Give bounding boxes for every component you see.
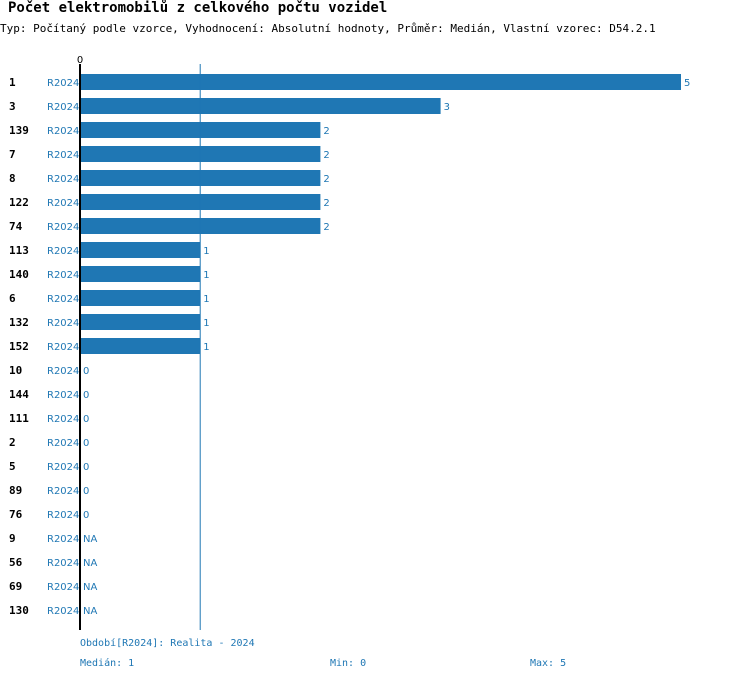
value-label: 5 — [684, 78, 690, 89]
series-label: R2024 — [47, 270, 79, 281]
value-label: NA — [83, 534, 97, 545]
category-label: 56 — [9, 556, 23, 569]
category-label: 132 — [9, 316, 29, 329]
value-label: 0 — [83, 510, 89, 521]
series-label: R2024 — [47, 198, 79, 209]
value-label: 0 — [83, 414, 89, 425]
bar — [80, 314, 201, 330]
bar — [80, 290, 201, 306]
category-label: 8 — [9, 172, 16, 185]
value-label: 1 — [203, 318, 209, 329]
bar — [80, 98, 441, 114]
footer-min: Min: 0 — [330, 658, 367, 669]
category-label: 76 — [9, 508, 23, 521]
category-label: 69 — [9, 580, 22, 593]
value-label: 2 — [323, 174, 329, 185]
value-label: 1 — [203, 246, 209, 257]
series-label: R2024 — [47, 390, 79, 401]
bar — [80, 74, 681, 90]
category-label: 5 — [9, 460, 16, 473]
series-label: R2024 — [47, 318, 79, 329]
series-label: R2024 — [47, 534, 79, 545]
series-label: R2024 — [47, 78, 79, 89]
series-label: R2024 — [47, 102, 79, 113]
category-label: 89 — [9, 484, 22, 497]
value-label: 2 — [323, 198, 329, 209]
series-label: R2024 — [47, 366, 79, 377]
value-label: 1 — [203, 270, 209, 281]
series-label: R2024 — [47, 438, 79, 449]
category-label: 113 — [9, 244, 29, 257]
category-label: 7 — [9, 148, 16, 161]
value-label: 0 — [83, 486, 89, 497]
category-label: 3 — [9, 100, 16, 113]
series-label: R2024 — [47, 174, 79, 185]
series-label: R2024 — [47, 294, 79, 305]
value-label: 2 — [323, 150, 329, 161]
value-label: 0 — [83, 390, 89, 401]
category-label: 152 — [9, 340, 29, 353]
category-label: 130 — [9, 604, 29, 617]
value-label: 0 — [83, 366, 89, 377]
value-label: 2 — [323, 222, 329, 233]
category-label: 2 — [9, 436, 16, 449]
value-label: NA — [83, 558, 97, 569]
category-label: 140 — [9, 268, 29, 281]
chart-subtitle: Typ: Počítaný podle vzorce, Vyhodnocení:… — [0, 22, 656, 35]
value-label: 0 — [83, 462, 89, 473]
value-label: 2 — [323, 126, 329, 137]
footer-max: Max: 5 — [530, 658, 567, 669]
series-label: R2024 — [47, 558, 79, 569]
category-label: 1 — [9, 76, 16, 89]
series-label: R2024 — [47, 582, 79, 593]
category-label: 122 — [9, 196, 29, 209]
category-label: 6 — [9, 292, 16, 305]
category-label: 111 — [9, 412, 29, 425]
series-label: R2024 — [47, 510, 79, 521]
value-label: NA — [83, 606, 97, 617]
bar — [80, 266, 201, 282]
value-label: 0 — [83, 438, 89, 449]
series-label: R2024 — [47, 150, 79, 161]
series-label: R2024 — [47, 246, 79, 257]
series-label: R2024 — [47, 126, 79, 137]
series-label: R2024 — [47, 606, 79, 617]
footer-median: Medián: 1 — [80, 658, 135, 669]
series-label: R2024 — [47, 462, 79, 473]
category-label: 139 — [9, 124, 29, 137]
series-label: R2024 — [47, 486, 79, 497]
category-label: 74 — [9, 220, 23, 233]
footer-period: Období[R2024]: Realita - 2024 — [80, 638, 255, 649]
series-label: R2024 — [47, 222, 79, 233]
value-label: 1 — [203, 342, 209, 353]
category-label: 10 — [9, 364, 22, 377]
series-label: R2024 — [47, 414, 79, 425]
category-label: 9 — [9, 532, 16, 545]
value-label: 3 — [444, 102, 450, 113]
axis-zero-label: 0 — [77, 55, 83, 66]
value-label: NA — [83, 582, 97, 593]
chart-title: Počet elektromobilů z celkového počtu vo… — [8, 0, 388, 16]
category-label: 144 — [9, 388, 29, 401]
value-label: 1 — [203, 294, 209, 305]
bar — [80, 338, 201, 354]
bar — [80, 242, 201, 258]
series-label: R2024 — [47, 342, 79, 353]
